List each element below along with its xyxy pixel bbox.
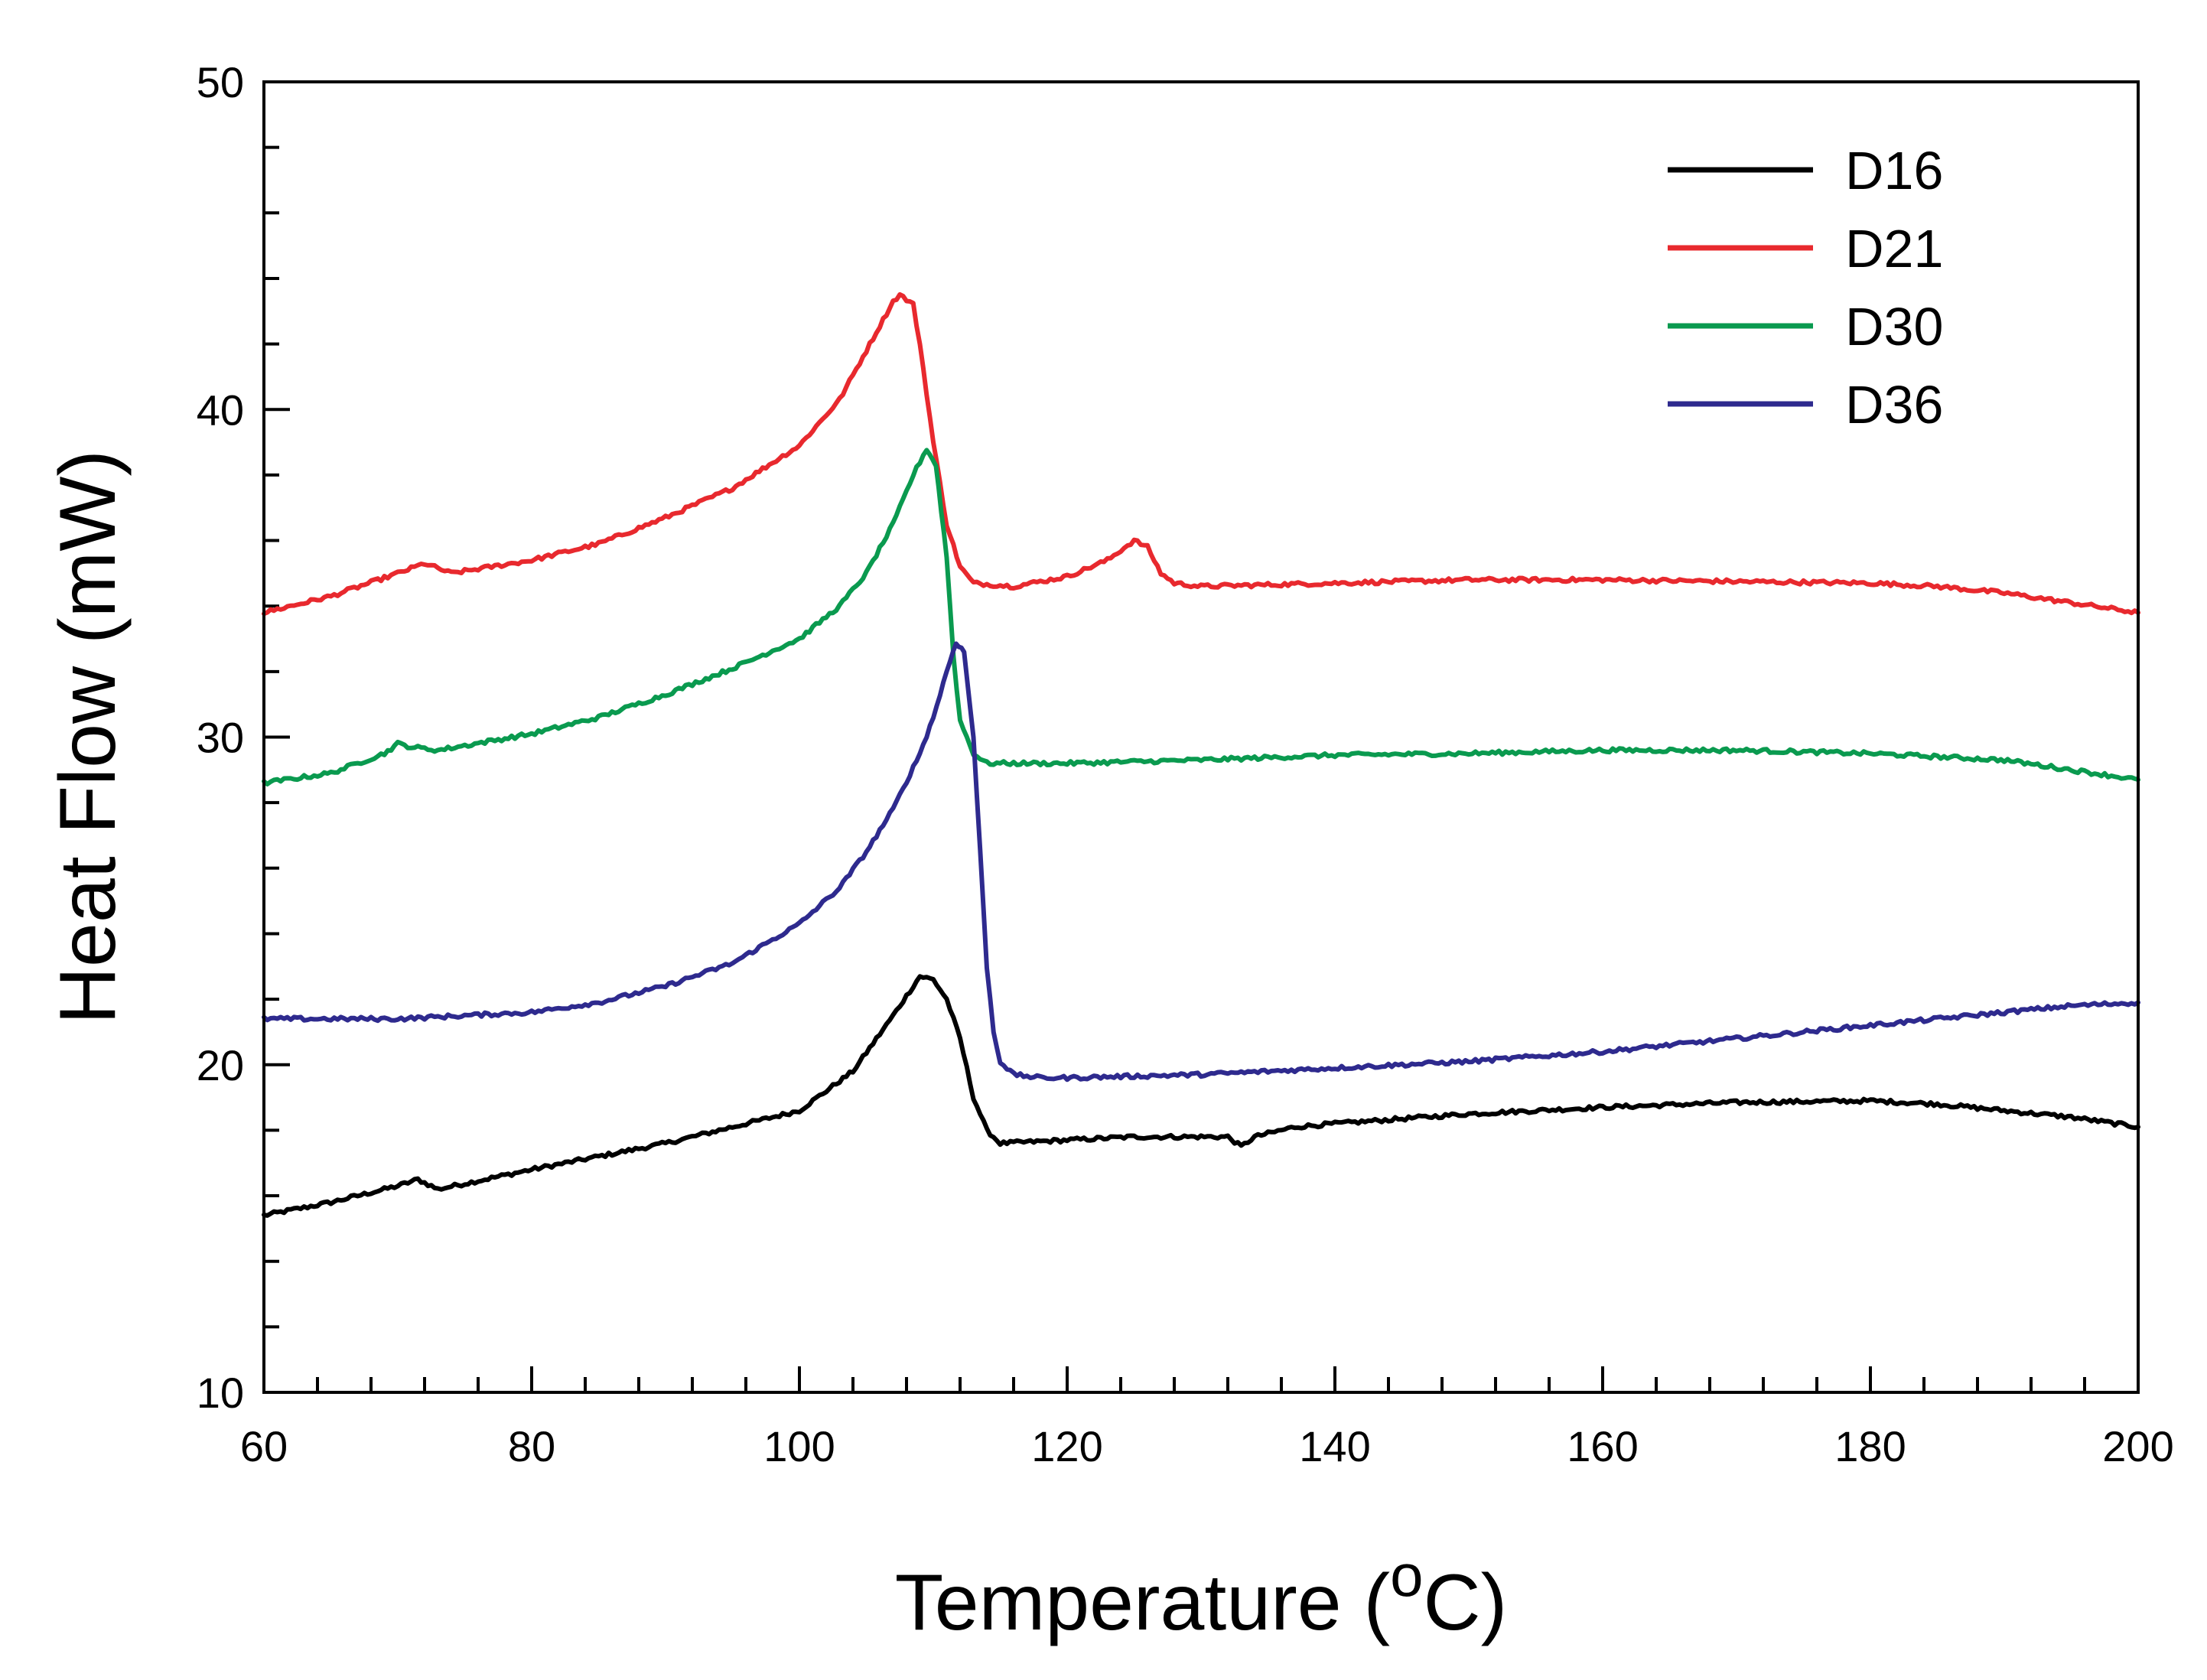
- legend-label-d36: D36: [1845, 375, 1943, 435]
- x-tick-label: 180: [1834, 1422, 1906, 1470]
- legend-label-d21: D21: [1845, 219, 1943, 278]
- plot-frame: [262, 80, 2140, 1394]
- series-line-d21: [262, 291, 2140, 617]
- x-tick-label: 60: [240, 1422, 288, 1470]
- ticks-layer: [262, 80, 2140, 1394]
- x-tick-label: 80: [508, 1422, 555, 1470]
- tick-labels-layer: 60 80 100 120 140 160 180 200 10 20 30 40 50: [197, 58, 2174, 1470]
- y-tick-label: 20: [197, 1041, 244, 1089]
- legend-label-d16: D16: [1845, 141, 1943, 200]
- y-tick-label: 40: [197, 386, 244, 434]
- series-line-d30: [262, 448, 2140, 786]
- series-layer: [262, 291, 2140, 1218]
- legend: D16 D21 D30 D36: [1668, 141, 1943, 435]
- series-line-d36: [262, 641, 2140, 1083]
- legend-label-d30: D30: [1845, 297, 1943, 357]
- x-tick-label: 160: [1567, 1422, 1638, 1470]
- x-axis-title-degree: o: [1390, 1542, 1423, 1609]
- x-tick-label: 200: [2102, 1422, 2173, 1470]
- x-tick-label: 120: [1031, 1422, 1102, 1470]
- x-tick-label: 100: [763, 1422, 835, 1470]
- x-axis-title: Temperature (oC): [895, 1542, 1508, 1647]
- x-tick-label: 140: [1299, 1422, 1370, 1470]
- y-tick-label: 10: [197, 1369, 244, 1417]
- series-line-d16: [262, 974, 2140, 1218]
- x-axis-title-main: Temperature (: [895, 1558, 1391, 1647]
- y-tick-label: 50: [197, 58, 244, 106]
- x-axis-title-unit: C): [1424, 1558, 1508, 1647]
- y-tick-label: 30: [197, 714, 244, 762]
- y-axis-title: Heat Flow (mW): [44, 450, 132, 1024]
